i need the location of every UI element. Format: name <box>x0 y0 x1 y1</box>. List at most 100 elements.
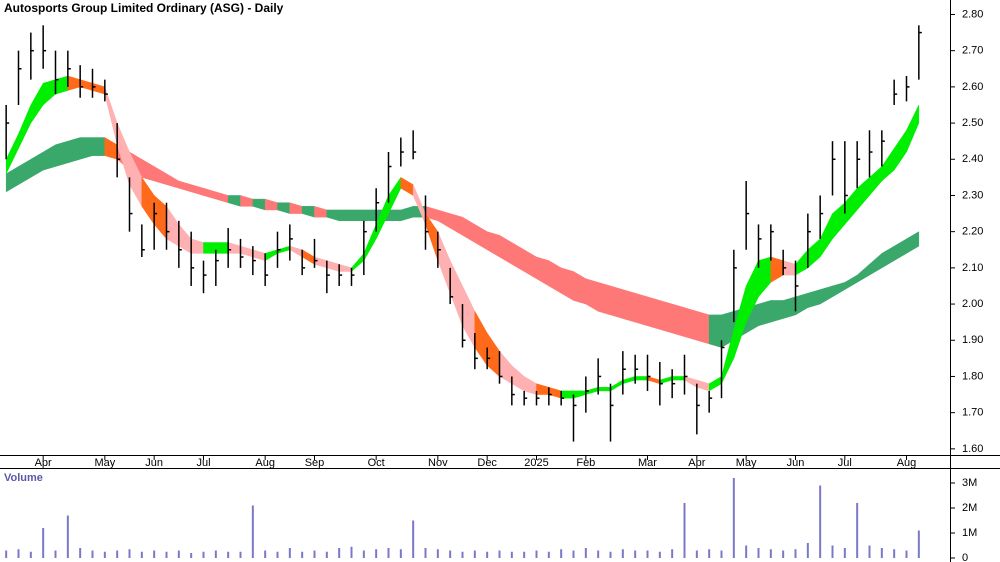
short-band <box>215 242 229 254</box>
volume-bar <box>597 550 600 558</box>
volume-bar <box>510 551 513 558</box>
x-tick-label: Dec <box>477 457 497 469</box>
y-tick-label: 1M <box>962 527 977 539</box>
x-tick-label: 2025 <box>524 457 548 469</box>
volume-bar <box>424 548 427 558</box>
y-tick-label: 2.60 <box>962 81 983 93</box>
long-band <box>671 303 685 337</box>
volume-bar <box>572 550 575 558</box>
volume-bar <box>732 478 735 558</box>
volume-bar <box>412 520 415 558</box>
long-band <box>338 209 352 222</box>
short-band <box>634 376 648 381</box>
volume-bar <box>103 551 106 558</box>
volume-bar <box>708 549 711 558</box>
long-band <box>708 314 722 348</box>
y-tick-label: 2.00 <box>962 298 983 310</box>
long-band <box>659 300 673 334</box>
x-tick-label: Sep <box>305 457 325 469</box>
long-band <box>634 292 648 327</box>
volume-bar <box>917 530 920 558</box>
x-tick-label: Feb <box>576 457 595 469</box>
short-band <box>671 376 685 381</box>
volume-bar <box>276 551 279 558</box>
volume-bar <box>5 550 8 558</box>
volume-bar <box>128 549 131 558</box>
long-band <box>647 296 661 330</box>
volume-bar <box>239 551 242 558</box>
volume-bar <box>177 550 180 558</box>
x-tick-label: Apr <box>35 457 52 469</box>
volume-bar <box>819 485 822 558</box>
long-band <box>758 300 772 327</box>
volume-bar <box>880 548 883 558</box>
volume-bar <box>461 551 464 558</box>
volume-bar <box>794 549 797 558</box>
volume-bar <box>831 545 834 558</box>
y-tick-label: 2.20 <box>962 226 983 238</box>
x-tick-label: May <box>736 457 757 469</box>
volume-bar <box>436 549 439 558</box>
x-tick-label: May <box>94 457 115 469</box>
y-tick-label: 2M <box>962 502 977 514</box>
volume-bar <box>769 549 772 558</box>
volume-bar <box>338 548 341 558</box>
long-band <box>363 209 377 222</box>
short-band <box>597 387 611 392</box>
x-tick-label: Nov <box>428 457 448 469</box>
x-tick-label: Oct <box>368 457 385 469</box>
x-tick-label: Jul <box>838 457 852 469</box>
volume-bar <box>251 505 254 558</box>
x-tick-label: Jun <box>787 457 805 469</box>
x-tick-label: Mar <box>638 457 657 469</box>
volume-bar <box>720 550 723 558</box>
volume-bar <box>325 551 328 558</box>
volume-bar <box>806 543 809 558</box>
volume-bar <box>868 545 871 558</box>
volume-bar <box>91 550 94 558</box>
y-tick-label: 3M <box>962 477 977 489</box>
y-tick-label: 1.80 <box>962 370 983 382</box>
volume-bar <box>856 503 859 558</box>
long-band <box>696 310 710 345</box>
volume-bar <box>695 550 698 558</box>
volume-bar <box>153 550 156 558</box>
long-band <box>906 231 920 254</box>
volume-bar <box>745 545 748 558</box>
volume-bar <box>350 546 353 558</box>
volume-bar <box>646 550 649 558</box>
long-band <box>782 296 796 319</box>
volume-bar <box>264 550 267 558</box>
volume-bar <box>486 551 489 558</box>
x-tick-label: Jul <box>196 457 210 469</box>
long-band <box>55 140 69 167</box>
y-tick-label: 0 <box>962 552 968 562</box>
volume-bar <box>757 548 760 558</box>
long-band <box>67 137 81 164</box>
volume-bar <box>29 551 32 558</box>
volume-bar <box>66 515 69 558</box>
volume-bar <box>782 550 785 558</box>
volume-bar <box>362 550 365 558</box>
volume-bar <box>547 551 550 558</box>
volume-bar <box>288 548 291 558</box>
volume-bar <box>17 549 20 558</box>
volume-bar <box>140 551 143 558</box>
volume-bar <box>535 550 538 558</box>
y-tick-label: 2.30 <box>962 189 983 201</box>
volume-bar <box>584 548 587 558</box>
x-tick-label: Apr <box>688 457 705 469</box>
short-band <box>560 390 574 399</box>
volume-title: Volume <box>4 472 43 484</box>
x-tick-label: Aug <box>255 457 275 469</box>
long-band <box>79 137 93 160</box>
volume-bar <box>473 550 476 558</box>
chart-title: Autosports Group Limited Ordinary (ASG) … <box>4 1 284 15</box>
long-band <box>351 209 365 222</box>
volume-bar <box>658 551 661 558</box>
volume-bar <box>54 550 57 558</box>
volume-bar <box>116 550 119 558</box>
long-band <box>622 289 636 323</box>
volume-bar <box>387 548 390 558</box>
